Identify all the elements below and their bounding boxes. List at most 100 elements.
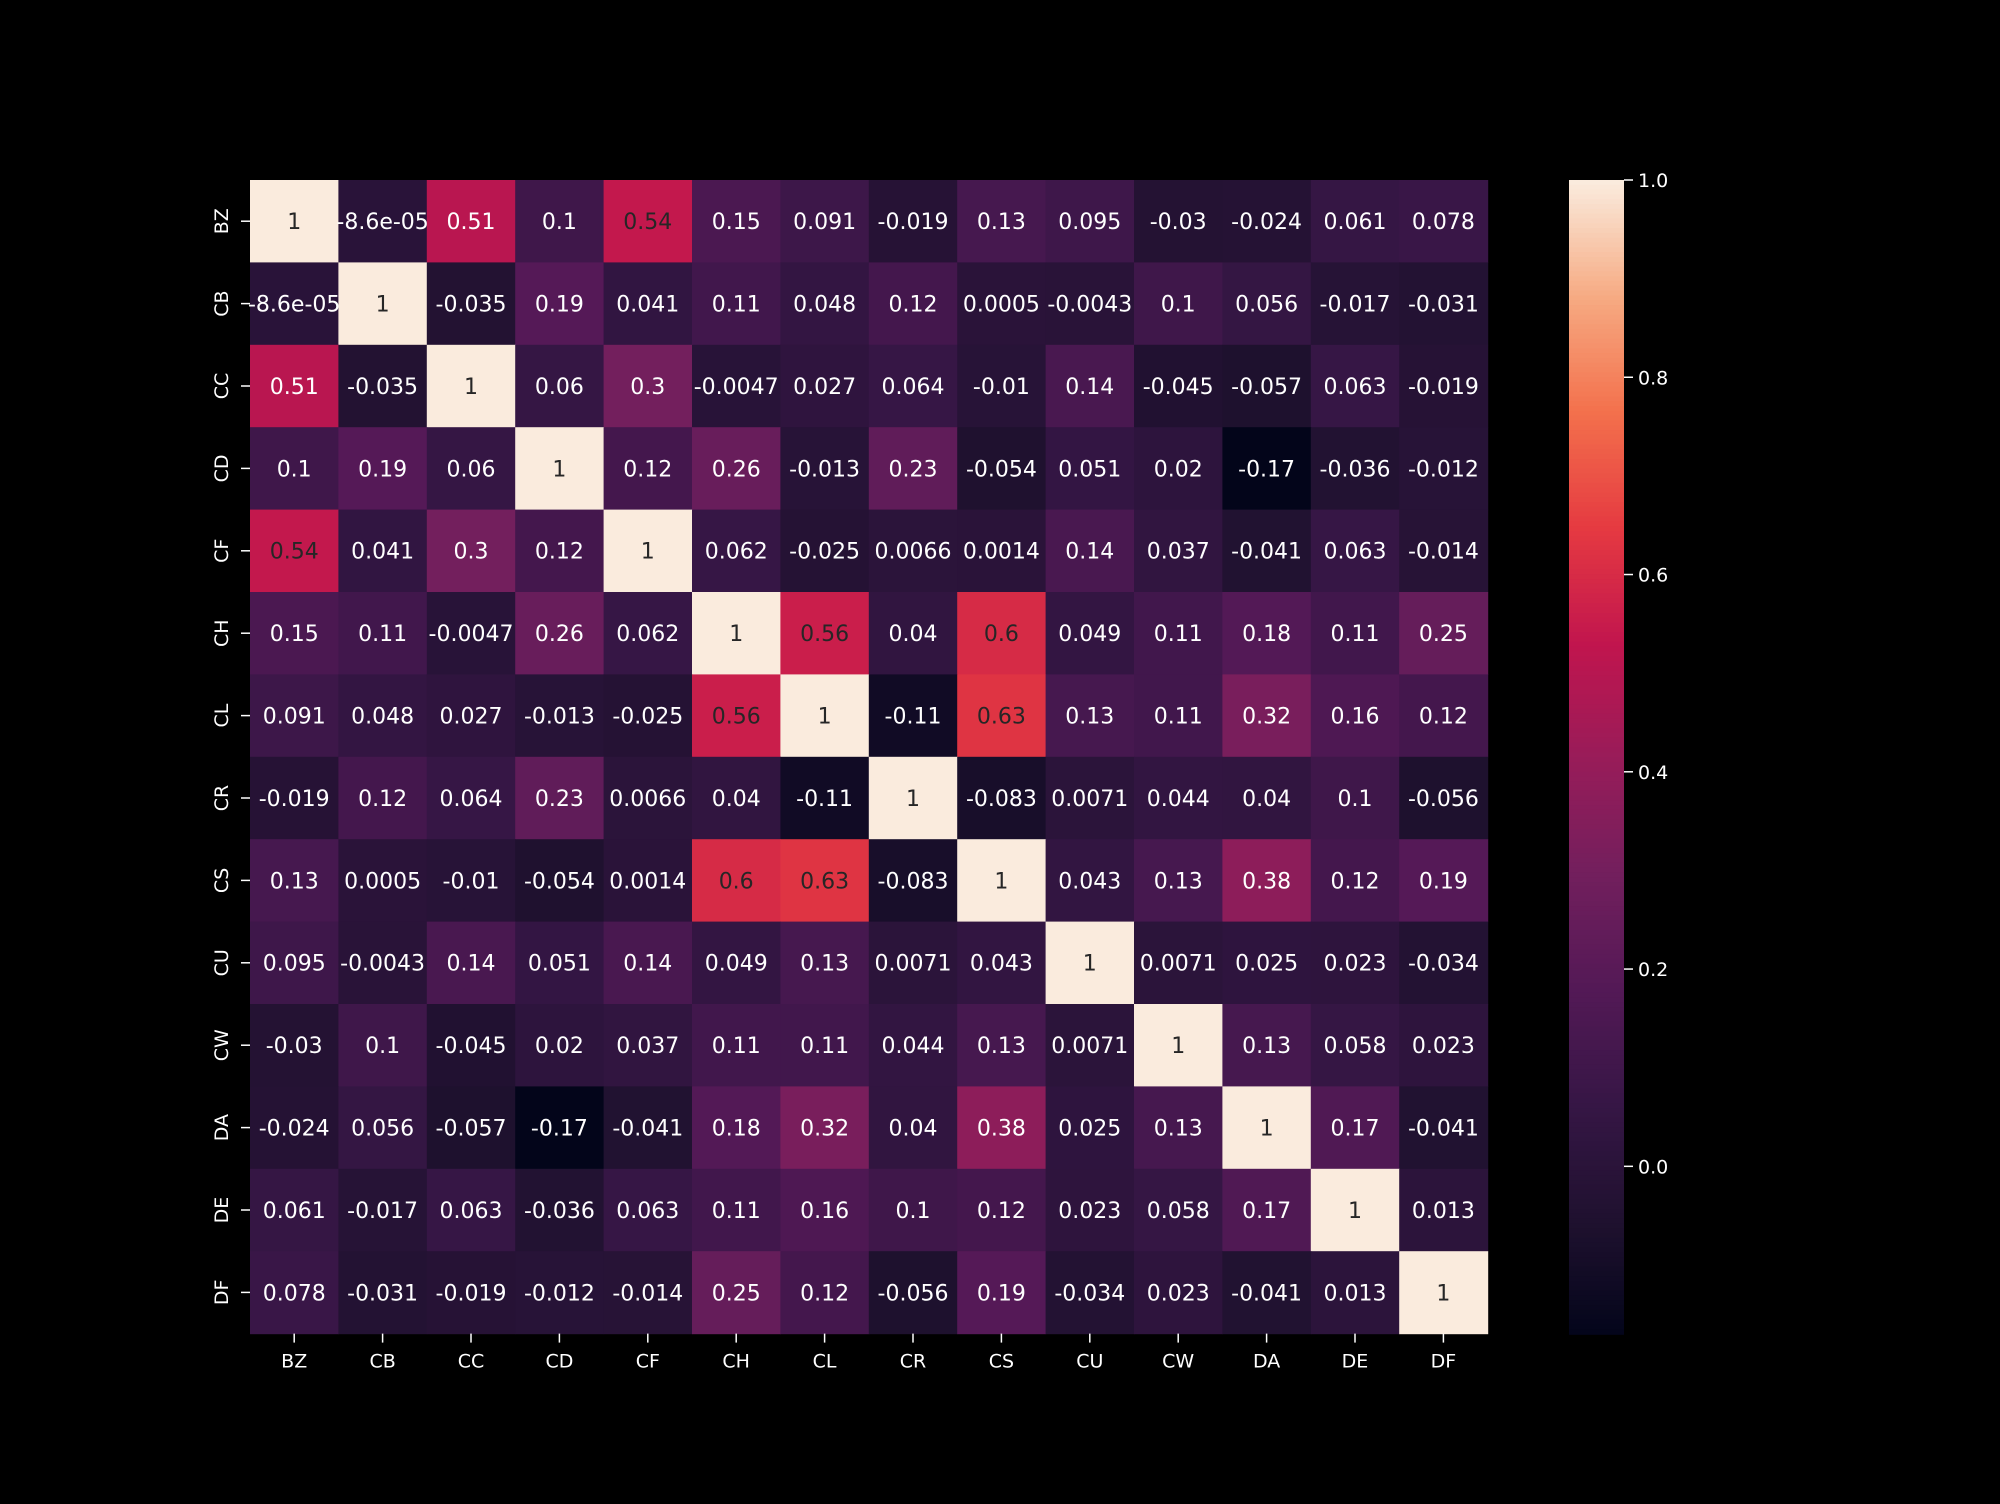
heatmap-cell [603,262,693,346]
cell-value-label: -0.041 [1231,1281,1302,1306]
colorbar-segment [1569,430,1624,436]
colorbar-segment [1569,473,1624,479]
heatmap-cell [250,756,339,840]
colorbar-segment [1569,877,1624,883]
heatmap-cell [603,344,693,428]
colorbar-segment [1569,891,1624,898]
colorbar-segment [1569,862,1624,869]
cell-value-label: 0.38 [977,1117,1026,1142]
cell-value-label: 0.12 [889,293,938,318]
heatmap-cell [1310,344,1400,428]
cell-value-label: 1 [552,457,566,482]
cell-value-label: 0.023 [1058,1199,1121,1224]
cell-annotations: 1 -8.6e-05 0.51 0.1 0.54 0.15 0.091 -0.019 0.13 0… [248,210,1479,1306]
heatmap-cell [603,839,693,923]
cell-value-label: -0.025 [612,705,683,730]
colorbar-segment [1569,362,1624,369]
colorbar-segment [1569,189,1624,196]
cell-value-label: 0.51 [447,210,496,235]
cell-value-label: 0.23 [889,457,938,482]
x-tick-label: DA [1253,1351,1280,1373]
cell-value-label: 0.0071 [1051,787,1128,812]
cell-value-label: 0.1 [365,1034,400,1059]
colorbar-segment [1569,1213,1624,1220]
heatmap-cell [338,592,428,675]
colorbar-segment [1569,1002,1624,1008]
colorbar-segment [1569,242,1624,249]
colorbar-segment [1569,752,1624,758]
heatmap-cell [957,427,1047,511]
colorbar-segment [1569,627,1624,633]
heatmap-cell [1045,1251,1135,1335]
heatmap-cell [250,592,339,675]
cell-value-label: 0.058 [1147,1199,1210,1224]
heatmap-cell [1399,921,1489,1005]
cell-value-label: 0.11 [1154,622,1203,647]
heatmap-cell [515,180,605,263]
heatmap-cell [1045,427,1135,511]
colorbar-segment [1569,333,1624,340]
cell-value-label: 0.061 [263,1199,326,1224]
heatmap-cell [780,1168,870,1252]
cell-value-label: 1 [818,705,832,730]
heatmap-cell [868,921,958,1005]
heatmap-cell [603,509,693,593]
colorbar-segment [1569,857,1624,864]
y-tick-label: CS [211,868,233,893]
x-tick-label: CD [545,1351,573,1373]
heatmap-cell [338,344,428,428]
heatmap-cell [1045,1086,1135,1170]
cell-value-label: 0.13 [1065,705,1114,730]
colorbar-segment [1569,1021,1624,1028]
heatmap-cell [692,344,781,428]
heatmap-cell [250,1004,339,1087]
cell-value-label: -0.054 [966,457,1037,482]
colorbar-segment [1569,574,1624,580]
colorbar-segment [1569,1160,1624,1167]
cell-value-label: -0.03 [1150,210,1207,235]
cell-value-label: 0.063 [440,1199,503,1224]
heatmap-cell [515,839,605,923]
colorbar-segment [1569,920,1624,927]
colorbar-segment [1569,607,1624,614]
colorbar-segment [1569,1064,1624,1071]
colorbar-segment [1569,535,1624,542]
colorbar-segment [1569,1069,1624,1076]
x-tick-label: CW [1162,1351,1194,1373]
heatmap-cell [1310,756,1400,840]
cell-value-label: -0.017 [347,1199,418,1224]
colorbar-segment [1569,199,1624,205]
colorbar-segment [1569,439,1624,446]
heatmap-cell [426,921,516,1005]
heatmap-cell [1399,1251,1489,1335]
colorbar-segment [1569,1247,1624,1254]
heatmap-cell [603,756,693,840]
colorbar-segment [1569,425,1624,431]
heatmap-cell [426,756,516,840]
cell-value-label: 0.14 [1065,540,1114,565]
cell-value-label: -0.014 [612,1281,683,1306]
colorbar-segment [1569,218,1624,225]
colorbar-segment [1569,631,1624,638]
cell-value-label: 0.049 [1058,622,1121,647]
cell-value-label: 0.13 [270,869,319,894]
cell-value-label: -0.031 [347,1281,418,1306]
colorbar-segment [1569,1040,1624,1047]
cell-value-label: -0.01 [443,869,500,894]
heatmap-cell [250,1168,339,1252]
heatmap-cell [515,1086,605,1170]
colorbar-segment [1569,285,1624,292]
cell-value-label: -0.031 [1408,293,1479,318]
colorbar-segment [1569,766,1624,773]
heatmap-cell [692,262,781,346]
colorbar-segment [1569,353,1624,359]
colorbar-segment [1569,1079,1624,1085]
colorbar-segment [1569,468,1624,475]
cell-value-label: 0.14 [1065,375,1114,400]
colorbar-segment [1569,290,1624,297]
cell-value-label: 0.11 [712,1034,761,1059]
heatmap-cell [426,839,516,923]
colorbar-segment [1569,704,1624,710]
colorbar-segment [1569,1098,1624,1104]
